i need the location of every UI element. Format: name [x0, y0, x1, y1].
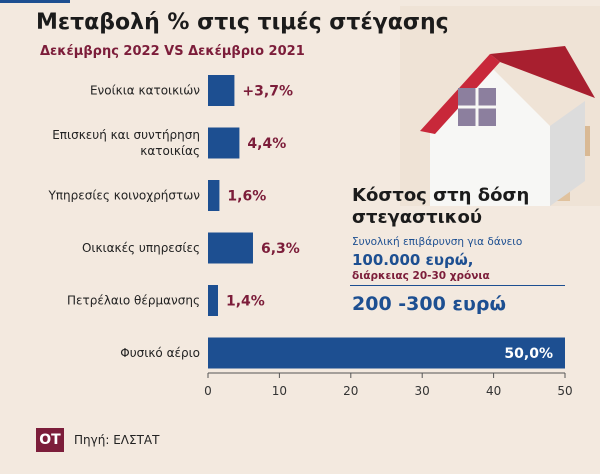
- x-tick-label-2: 20: [343, 384, 358, 398]
- chart-title: Μεταβολή % στις τιμές στέγασης: [36, 10, 449, 35]
- x-tick-label-1: 10: [272, 384, 287, 398]
- category-label-1-0: Επισκευή και συντήρηση: [52, 128, 200, 142]
- cost-box-duration: διάρκειας 20-30 χρόνια: [352, 270, 490, 282]
- source-note: Πηγή: ΕΛΣΤΑΤ: [74, 433, 160, 447]
- category-label-4: Πετρέλαιο θέρμανσης: [67, 294, 200, 308]
- chart-subtitle: Δεκέμβρης 2022 VS Δεκέμβριο 2021: [40, 44, 305, 59]
- bar-0: [208, 75, 235, 106]
- value-label-4: 1,4%: [226, 294, 265, 310]
- cost-box-divider: [350, 285, 565, 286]
- x-tick-label-5: 50: [557, 384, 572, 398]
- bar-2: [208, 180, 220, 211]
- bar-3: [208, 232, 253, 264]
- ot-logo: OT: [36, 428, 64, 452]
- category-label-5: Φυσικό αέριο: [120, 346, 200, 360]
- bar-5: [208, 337, 565, 369]
- category-label-0: Ενοίκια κατοικιών: [90, 84, 200, 98]
- value-label-3: 6,3%: [261, 241, 300, 257]
- category-label-2: Υπηρεσίες κοινοχρήστων: [47, 189, 200, 203]
- value-label-2: 1,6%: [227, 189, 266, 205]
- value-label-0: +3,7%: [242, 84, 293, 100]
- category-label-3: Οικιακές υπηρεσίες: [82, 241, 200, 255]
- cost-box-description: Συνολική επιβάρυνση για δάνειο: [352, 236, 523, 248]
- bar-4: [208, 285, 218, 316]
- cost-box-title: Κόστος στη δόση στεγαστικού: [352, 185, 530, 228]
- cost-box-amount: 100.000 ευρώ,: [352, 251, 474, 269]
- value-label-1: 4,4%: [247, 136, 286, 152]
- category-label-1-1: κατοικίας: [140, 144, 200, 158]
- x-tick-label-3: 30: [415, 384, 430, 398]
- bar-1: [208, 127, 240, 159]
- house-icon: [400, 6, 600, 206]
- top-accent-bar: [0, 0, 70, 3]
- x-tick-label-4: 40: [486, 384, 501, 398]
- value-label-5: 50,0%: [504, 346, 553, 362]
- x-tick-label-0: 0: [204, 384, 212, 398]
- cost-box-range: 200 -300 ευρώ: [352, 293, 506, 315]
